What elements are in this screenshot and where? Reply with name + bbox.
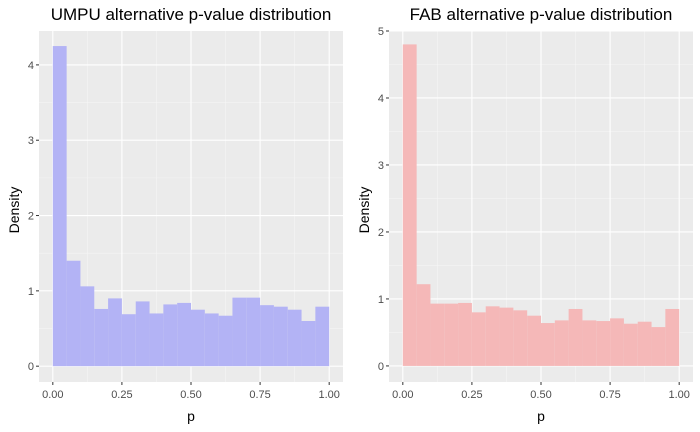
umpu-bar (80, 286, 95, 367)
umpu-bar (260, 305, 274, 367)
umpu-y-tick-label: 3 (28, 135, 34, 147)
fab-y-tick-label: 2 (378, 227, 384, 239)
fab-y-tick-label: 0 (378, 361, 384, 373)
fab-bar (485, 306, 500, 366)
fab-x-tick-label: 0.25 (461, 389, 482, 401)
fab-bar (458, 302, 472, 366)
fab-bar (541, 323, 555, 366)
umpu-bar (287, 309, 302, 367)
umpu-y-tick-label: 1 (28, 286, 34, 298)
fab-bar (665, 308, 680, 366)
fab-y-tick-label: 3 (378, 160, 384, 172)
umpu-y-axis-title: Density (6, 187, 22, 234)
fab-bar (499, 307, 514, 366)
fab-x-axis-title: p (537, 408, 545, 424)
umpu-bar (315, 306, 330, 367)
umpu-x-tick-label: 0.50 (180, 389, 201, 401)
umpu-bar (273, 306, 288, 367)
umpu-bar (135, 301, 150, 367)
fab-x-tick-label: 0.50 (530, 389, 551, 401)
umpu-bar (204, 313, 219, 367)
umpu-bar (163, 304, 178, 367)
umpu-y-tick-label: 2 (28, 211, 34, 223)
fab-bar (623, 323, 638, 366)
fab-bar (637, 321, 652, 366)
umpu-bar (149, 313, 164, 367)
umpu-bar (108, 298, 122, 367)
umpu-bar (94, 308, 109, 367)
umpu-y-tick-label: 0 (28, 361, 34, 373)
umpu-bar (246, 297, 261, 367)
fab-bar (527, 315, 541, 366)
fab-y-tick-label: 1 (378, 294, 384, 306)
umpu-bar (66, 260, 81, 367)
fab-bar (513, 310, 528, 366)
fab-bar (416, 284, 431, 366)
umpu-bar (52, 46, 67, 367)
umpu-x-axis-title: p (187, 408, 195, 424)
fab-x-tick-label: 0.00 (392, 389, 413, 401)
umpu-bar (121, 314, 136, 367)
fab-x-tick-label: 1.00 (668, 389, 689, 401)
fab-bar (610, 318, 624, 366)
umpu-bar (191, 309, 205, 367)
fab-bar (444, 303, 459, 366)
umpu-bar (232, 297, 247, 367)
umpu-x-tick-label: 0.00 (42, 389, 63, 401)
umpu-x-tick-label: 0.75 (249, 389, 270, 401)
umpu-x-tick-label: 0.25 (111, 389, 132, 401)
fab-bar (568, 308, 583, 366)
fab-y-tick-label: 5 (378, 26, 384, 38)
fab-panel: FAB alternative p-value distribution p D… (356, 5, 693, 424)
fab-chart-title: FAB alternative p-value distribution (410, 5, 673, 24)
umpu-x-tick-label: 1.00 (318, 389, 339, 401)
fab-bar (582, 320, 597, 366)
umpu-bar (177, 302, 191, 367)
umpu-chart-title: UMPU alternative p-value distribution (51, 5, 332, 24)
umpu-bar (218, 315, 233, 367)
fab-y-axis-title: Density (356, 187, 372, 234)
umpu-bar (301, 320, 316, 367)
fab-bar (402, 44, 417, 366)
umpu-y-tick-label: 4 (28, 60, 34, 72)
umpu-panel: UMPU alternative p-value distribution p … (6, 5, 343, 424)
umpu-bars (52, 46, 330, 367)
fab-bar (651, 327, 666, 366)
fab-bar (471, 312, 486, 366)
fab-bar (554, 320, 569, 366)
fab-bar (430, 303, 445, 366)
fab-x-tick-label: 0.75 (599, 389, 620, 401)
fab-bars (402, 44, 680, 366)
fab-bar (596, 321, 611, 366)
fab-y-tick-label: 4 (378, 93, 384, 105)
